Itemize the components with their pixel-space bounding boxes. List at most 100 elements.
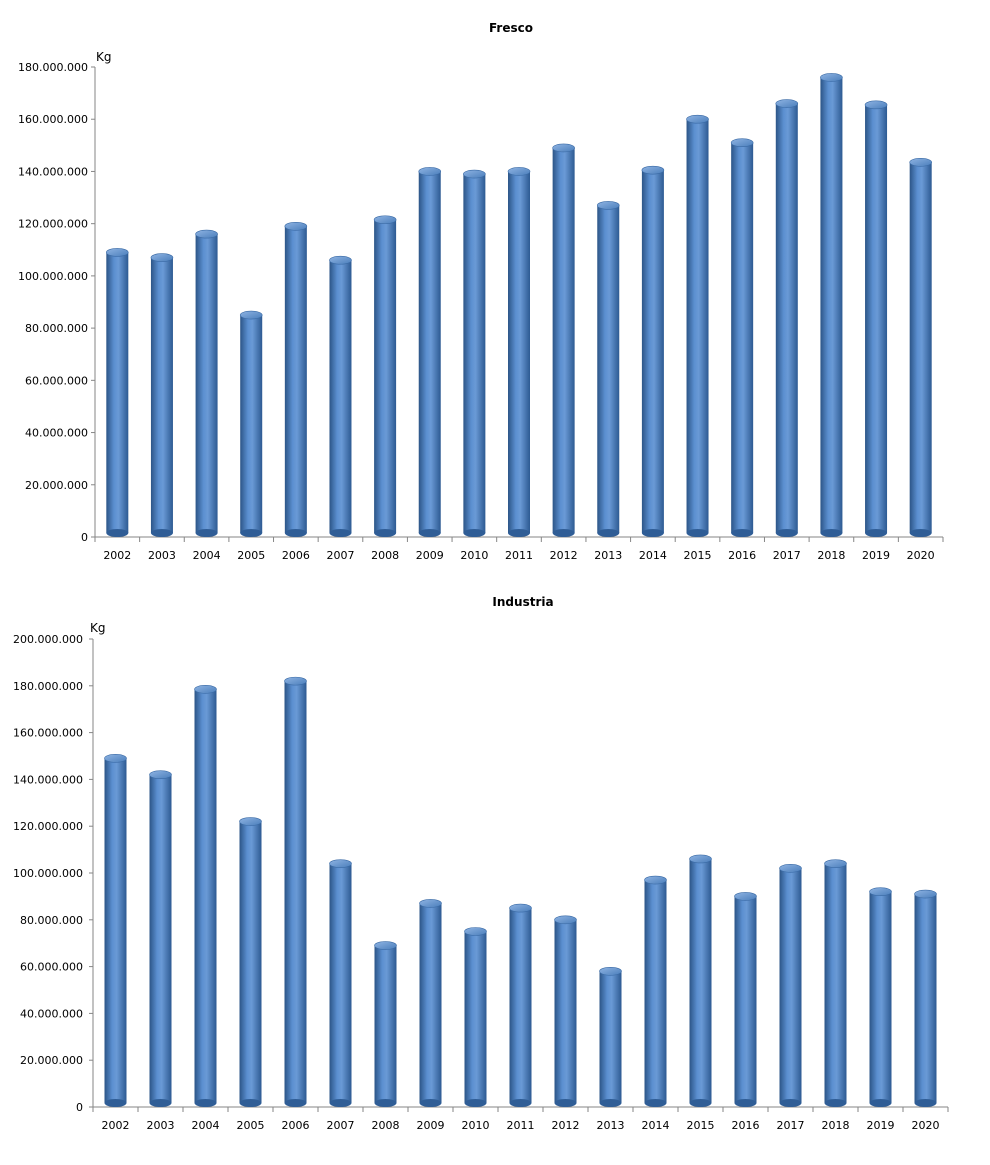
- y-tick-label: 180.000.000: [18, 61, 88, 74]
- bar-base: [240, 529, 263, 537]
- chart-fresco: Fresco Kg 0 20.000.000 40.000.000 60.000.00…: [18, 21, 944, 562]
- bar-cap: [914, 889, 937, 899]
- x-tick-label: 2010: [460, 549, 488, 562]
- bar-body: [865, 104, 888, 533]
- bar-2014: [644, 875, 667, 1107]
- bar-body: [869, 891, 892, 1103]
- x-tick-label: 2012: [550, 549, 578, 562]
- bar-cap: [509, 903, 532, 913]
- bar-base: [597, 529, 620, 537]
- bar-2007: [329, 255, 352, 537]
- bar-2012: [552, 143, 575, 537]
- bar-base: [463, 529, 486, 537]
- x-tick-label: 2003: [147, 1119, 175, 1132]
- bar-cap: [552, 143, 575, 153]
- bar-body: [914, 894, 937, 1103]
- bar-body: [284, 226, 307, 533]
- bar-2002: [104, 754, 127, 1107]
- x-tick-label: 2019: [862, 549, 890, 562]
- bar-base: [734, 1099, 757, 1107]
- x-tick-label: 2008: [371, 549, 399, 562]
- y-tick-label: 140.000.000: [13, 773, 83, 786]
- bar-body: [239, 821, 262, 1103]
- bar-body: [599, 971, 622, 1103]
- bar-2017: [775, 99, 799, 537]
- bar-cap: [644, 875, 667, 885]
- bar-body: [509, 908, 532, 1103]
- bar-2016: [734, 892, 757, 1107]
- bar-2009: [419, 899, 442, 1107]
- bar-body: [554, 919, 577, 1103]
- bar-2014: [641, 165, 665, 537]
- bar-cap: [194, 685, 217, 694]
- y-axis-unit-label: Kg: [90, 621, 106, 635]
- bar-base: [824, 1099, 847, 1107]
- y-tick-label: 20.000.000: [20, 1054, 83, 1067]
- x-tick-label: 2018: [822, 1119, 850, 1132]
- bar-base: [865, 529, 888, 537]
- bar-base: [374, 529, 397, 537]
- x-tick-label: 2014: [639, 549, 667, 562]
- x-tick-label: 2005: [237, 1119, 265, 1132]
- x-tick-label: 2003: [148, 549, 176, 562]
- x-tick-label: 2014: [642, 1119, 670, 1132]
- y-axis-unit-label: Kg: [96, 50, 112, 64]
- y-tick-label: 40.000.000: [25, 427, 88, 440]
- bar-base: [599, 1099, 622, 1107]
- x-tick-label: 2006: [282, 549, 310, 562]
- bar-cap: [104, 754, 127, 763]
- bar-cap: [686, 114, 709, 124]
- bar-body: [824, 863, 847, 1103]
- bar-2008: [374, 941, 397, 1107]
- x-tick-label: 2004: [193, 549, 221, 562]
- x-tick-label: 2020: [912, 1119, 940, 1132]
- bar-cap: [464, 927, 487, 936]
- x-tick-label: 2011: [507, 1119, 535, 1132]
- bar-cap: [149, 770, 172, 780]
- bar-base: [552, 529, 575, 537]
- bar-cap: [554, 915, 577, 925]
- x-tick-label: 2009: [417, 1119, 445, 1132]
- bar-body: [463, 174, 486, 534]
- bar-cap: [284, 676, 307, 686]
- x-tick-label: 2016: [732, 1119, 760, 1132]
- bar-2019: [869, 887, 892, 1107]
- bar-2005: [239, 817, 262, 1107]
- bar-cap: [284, 221, 308, 231]
- bar-cap: [507, 167, 531, 176]
- bar-body: [104, 758, 127, 1103]
- y-tick-label: 80.000.000: [25, 322, 88, 335]
- x-tick-label: 2015: [684, 549, 712, 562]
- bar-body: [641, 170, 664, 533]
- bar-body: [909, 162, 932, 534]
- bar-base: [419, 1099, 442, 1107]
- x-tick-label: 2020: [907, 549, 935, 562]
- y-tick-label: 180.000.000: [13, 680, 83, 693]
- y-tick-label: 0: [76, 1101, 83, 1114]
- bar-cap: [106, 248, 129, 257]
- y-tick-label: 160.000.000: [13, 727, 83, 740]
- bar-base: [644, 1099, 667, 1107]
- x-tick-label: 2009: [416, 549, 444, 562]
- x-tick-label: 2010: [462, 1119, 490, 1132]
- y-tick-label: 80.000.000: [20, 914, 83, 927]
- bar-cap: [775, 99, 799, 108]
- bar-2004: [195, 229, 218, 537]
- bar-body: [552, 147, 575, 533]
- bar-base: [779, 1099, 802, 1107]
- bar-2019: [864, 100, 888, 537]
- bar-cap: [150, 253, 174, 262]
- bar-cap: [909, 158, 932, 167]
- bar-body: [284, 681, 307, 1103]
- bar-2013: [599, 966, 622, 1107]
- bar-cap: [329, 255, 352, 265]
- bar-base: [464, 1099, 487, 1107]
- bar-body: [194, 689, 217, 1103]
- bar-body: [106, 252, 129, 533]
- bar-2006: [284, 221, 308, 537]
- bar-cap: [374, 941, 397, 950]
- bar-body: [779, 868, 802, 1103]
- y-tick-label: 100.000.000: [13, 867, 83, 880]
- bar-base: [509, 1099, 532, 1107]
- bar-body: [508, 171, 530, 533]
